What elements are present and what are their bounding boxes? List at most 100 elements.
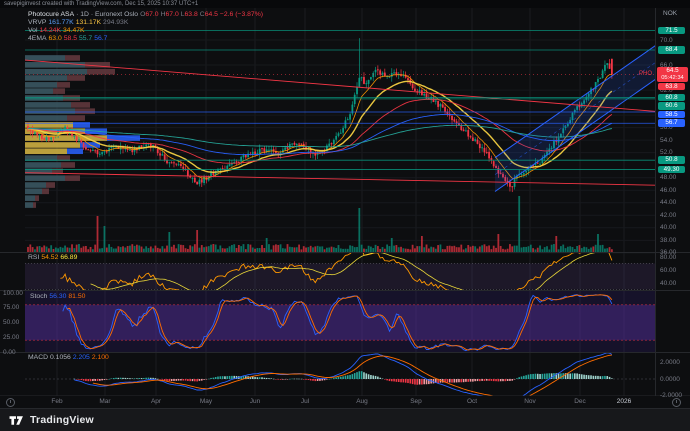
legend-value: 81.50 [68, 292, 86, 300]
price-tick: 44.00 [660, 199, 677, 207]
legend-value: 131.17K [75, 19, 102, 26]
legend-value: 14.24K [39, 27, 61, 34]
price-tick: 54.0 [660, 136, 673, 144]
time-axis-label: Oct [466, 398, 478, 405]
last-price-label: 64.5 05:42:34 [657, 67, 688, 82]
countdown-timer: 05:42:34 [661, 74, 684, 81]
time-axis[interactable]: Feb Mar Apr May Jun Jul Aug Sep Oct Nov Dec 2026 [0, 396, 690, 408]
price-axis-label: 58.5 [658, 110, 685, 119]
legend-value: 0.1056 [50, 354, 71, 361]
ohlc-value: 67.0 [145, 11, 159, 18]
price-change: −2.6 (−3.87%) [219, 11, 263, 18]
macd-scale-tick: 0.0000 [660, 375, 680, 383]
ohlc-value: 63.8 [184, 11, 198, 18]
price-tick: 36.00 [660, 249, 677, 257]
ohlc-key: L [180, 11, 185, 18]
legend-value: 34.47K [63, 27, 85, 34]
ohlc-key: O [140, 11, 146, 18]
macd-scale-tick: -2.0000 [660, 392, 683, 400]
time-axis-label: Nov [524, 398, 536, 405]
tradingview-logo[interactable] [9, 413, 24, 428]
price-tick: 46.00 [660, 186, 677, 194]
timezone-clock-icon[interactable] [672, 398, 681, 407]
stoch-left-scale-label: 75.00 [3, 304, 20, 312]
price-axis-label: 71.5 [658, 26, 685, 35]
indicator-label[interactable]: Stoch [30, 292, 48, 300]
macd-scale-tick: 2.0000 [660, 358, 680, 366]
bottom-toolbar: TradingView [0, 408, 690, 431]
time-axis-label: Dec [574, 398, 586, 405]
time-axis-label: 2026 [616, 398, 632, 405]
stoch-left-scale-label: 25.00 [3, 333, 20, 341]
legend-row-ema[interactable]: 4EMA 63.0 58.5 55.7 56.7 [28, 35, 265, 43]
legend-value: 294.93K [103, 19, 129, 26]
time-axis-label: May [199, 398, 213, 405]
legend-value: 2.205 [72, 354, 90, 361]
legend-value: 63.0 [48, 35, 62, 42]
stoch-left-scale-label: 0.00 [3, 348, 16, 356]
indicator-label[interactable]: RSI [28, 254, 40, 261]
legend-value: 56.7 [94, 35, 108, 42]
ohlc-value: 64.5 [204, 11, 218, 18]
legend-value: 54.52 [41, 254, 59, 261]
symbol-title[interactable]: Photocure ASA [28, 11, 75, 18]
rsi-scale-tick: 40.00 [660, 279, 677, 287]
time-axis-label: Aug [356, 398, 368, 405]
legend-row-vrvp[interactable]: VRVP 161.77K 131.17K 294.93K [28, 19, 265, 27]
legend-row-vol[interactable]: Vol 14.24K 34.47K [28, 27, 265, 35]
price-tick: 62.0 [660, 86, 673, 94]
indicator-label[interactable]: Vol [28, 27, 38, 34]
price-tick: 40.00 [660, 224, 677, 232]
indicator-label[interactable]: 4EMA [28, 35, 47, 42]
price-tick: 52.0 [660, 149, 673, 157]
indicator-label[interactable]: VRVP [28, 19, 47, 26]
price-axis-label: 50.8 [658, 156, 685, 164]
price-tick: 38.00 [660, 236, 677, 244]
attribution-bar: savepiginvest created with TradingView.c… [0, 0, 690, 8]
symbol-price-tag: PHO [639, 70, 653, 77]
price-tick: 42.00 [660, 211, 677, 219]
time-axis-label: Sep [410, 398, 422, 405]
price-axis-label: 56.7 [658, 119, 685, 127]
legend-value: 56.30 [49, 292, 67, 300]
time-axis-label: Jul [300, 398, 310, 405]
symbol-meta: · 1D · Euronext Oslo [76, 11, 139, 18]
stoch-left-scale-label: 50.00 [3, 319, 20, 326]
price-axis-label: 60.8 [658, 93, 685, 102]
legend-value: 55.7 [78, 35, 93, 42]
time-axis-label: Feb [51, 398, 63, 405]
legend-row-symbol[interactable]: Photocure ASA · 1D · Euronext Oslo O67.0 H6… [28, 11, 265, 19]
price-axis-label: 60.6 [658, 102, 685, 110]
price-tick: 66.0 [660, 61, 673, 69]
legend-row-stoch[interactable]: Stoch 56.30 81.50 [30, 293, 87, 301]
currency-label: NOK [663, 10, 678, 17]
price-scale[interactable]: NOK 70.066.062.058.056.054.052.048.0046.… [656, 8, 690, 408]
stoch-left-scale-label: 100.00 [3, 289, 23, 297]
time-axis-label: Mar [99, 398, 111, 405]
ohlc-value: 67.0 [165, 11, 179, 18]
price-tick: 56.0 [660, 124, 673, 132]
price-tick: 48.00 [660, 174, 677, 182]
time-axis-left-icon[interactable] [6, 398, 15, 407]
price-axis-label: 63.8 [658, 82, 685, 91]
price-tick: 70.0 [660, 36, 673, 44]
time-axis-label: Apr [150, 398, 162, 405]
price-axis-label: 68.4 [658, 46, 685, 54]
ohlc-key: H [160, 11, 166, 18]
ohlc-key: C [199, 11, 205, 18]
legend-value: 66.89 [60, 254, 78, 261]
legend-value: 161.77K [48, 19, 74, 26]
legend-value: 2.100 [91, 354, 109, 361]
legend-panel: Photocure ASA · 1D · Euronext Oslo O67.0 H6… [28, 11, 265, 43]
legend-value: 58.5 [63, 35, 77, 42]
time-axis-label: Jun [249, 398, 261, 405]
price-axis-label: 49.30 [658, 165, 685, 174]
brand-name: TradingView [30, 414, 94, 426]
rsi-scale-tick: 80.00 [660, 253, 677, 261]
legend-row-macd[interactable]: MACD 0.1056 2.205 2.100 [28, 354, 111, 362]
legend-row-rsi[interactable]: RSI 54.52 66.89 [28, 254, 79, 262]
indicator-label[interactable]: MACD [28, 354, 49, 361]
rsi-scale-tick: 60.00 [660, 266, 677, 274]
